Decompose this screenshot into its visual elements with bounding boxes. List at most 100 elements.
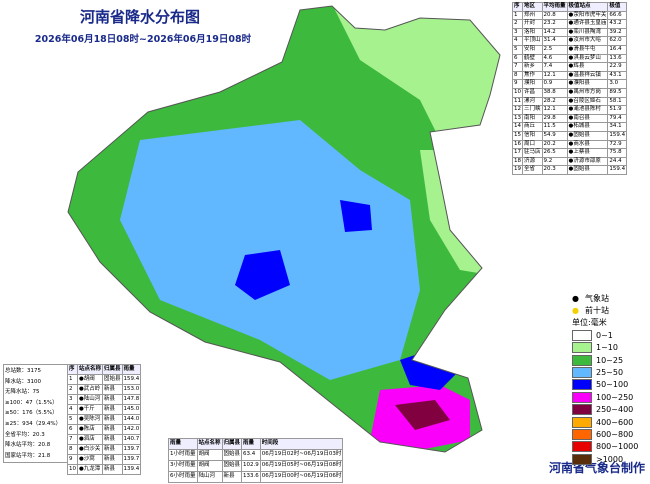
table-cell: 39.2 — [607, 27, 628, 38]
table-cell: 38.8 — [541, 87, 568, 98]
table-cell: 43.2 — [607, 19, 628, 29]
legend-swatch — [572, 367, 592, 379]
table-cell: 6 — [512, 53, 523, 64]
table-cell: 66.6 — [607, 10, 628, 21]
table-cell: 新县 — [102, 454, 123, 465]
table-cell: 34.1 — [607, 122, 628, 132]
table-row: 9 濮阳 0.9 ●濮阳县 3.0 — [512, 79, 628, 89]
legend-swatch — [572, 354, 592, 366]
table-cell: 信阳 — [522, 130, 543, 141]
header-cell: 极值站点 — [566, 2, 609, 12]
table-cell: 11.5 — [541, 122, 568, 132]
table-cell: 15 — [512, 130, 523, 141]
legend-top: ● 前十站 — [572, 304, 648, 316]
legend-label: >1000 — [596, 454, 624, 464]
stat-line: 总站数：3175 — [5, 368, 41, 374]
table-row: 6 ●陈店 新县 142.0 — [67, 424, 142, 435]
header-cell: 雨量 — [168, 438, 198, 450]
table-cell: 2 — [512, 19, 523, 29]
table-cell: ●固始县 — [566, 165, 609, 175]
legend-item: 250~400 — [572, 404, 648, 416]
table-cell: 12.1 — [541, 70, 568, 81]
table-cell: 153.0 — [121, 384, 142, 395]
table-cell: 159.4 — [607, 130, 628, 141]
table-cell: 22.9 — [607, 62, 628, 72]
region-table: 序地区 平均雨量 极值站点 极值 1 郑州 20.8 ●荥阳市虎牢关 66.6 2 开封 23.2 ●通… — [512, 2, 628, 175]
table-cell: 6 — [67, 424, 78, 435]
table-cell: ●陈店 — [76, 424, 104, 435]
table-cell: 6小时雨量 — [168, 471, 198, 483]
header-row: 序站点名称 归属县 雨量 — [67, 364, 142, 375]
table-cell: 133.6 — [241, 471, 261, 483]
table-row: 1小时雨量 胡阀 固始县 63.4 06月19日02时~06月19日03时 — [168, 449, 344, 461]
table-cell: 胡阀 — [196, 449, 223, 461]
table-cell: 0.9 — [541, 79, 568, 89]
table-row: 17 驻马店 26.5 ●上蔡县 75.8 — [512, 148, 628, 158]
header-cell: 序 — [67, 364, 78, 375]
table-cell: ●通许县玉皇庙 — [566, 19, 609, 29]
table-cell: 7.4 — [541, 62, 568, 72]
table-cell: 3 — [512, 27, 523, 38]
header-cell: 序 — [512, 2, 523, 12]
legend-swatch — [572, 416, 592, 428]
table-cell: 安阳 — [522, 44, 543, 55]
legend-item: 10~25 — [572, 354, 648, 366]
table-cell: 16 — [512, 139, 523, 150]
table-cell: ●武占岭 — [76, 384, 104, 395]
table-cell: 06月19日05时~06月19日08时 — [259, 460, 344, 472]
table-cell: 周口 — [522, 139, 543, 150]
table-cell: 8 — [512, 70, 523, 81]
stat-line: 国家站平均：21.8 — [5, 452, 51, 459]
legend-item: 50~100 — [572, 379, 648, 391]
legend-item: 100~250 — [572, 391, 648, 403]
table-cell: 4 — [512, 36, 523, 46]
table-cell: 3小时雨量 — [168, 460, 198, 472]
table-cell: 10 — [67, 464, 78, 475]
table-cell: 3.0 — [607, 79, 628, 89]
table-cell: 2.5 — [541, 44, 568, 55]
legend-label: 1~10 — [596, 343, 618, 353]
table-cell: 新县 — [102, 404, 123, 415]
table-cell: 145.0 — [121, 404, 142, 415]
legend-text: 前十站 — [584, 306, 609, 316]
table-cell: 20.2 — [541, 139, 568, 150]
table-cell: 鹤壁 — [522, 53, 543, 64]
header-cell: 雨量 — [121, 364, 142, 375]
legend-label: 50~100 — [596, 380, 629, 390]
table-cell: 固始县 — [221, 460, 243, 472]
table-cell: 31.4 — [541, 36, 568, 46]
table-row: 3 ●陆山河 新县 147.8 — [67, 394, 142, 405]
table-cell: 新县 — [102, 394, 123, 405]
table-row: 10 许昌 38.8 ●禹州市方岗 89.5 — [512, 87, 628, 98]
table-cell: 139.4 — [121, 464, 142, 475]
table-cell: ●千斤 — [76, 404, 104, 415]
table-cell: 17 — [512, 148, 523, 158]
legend-item: 25~50 — [572, 366, 648, 379]
table-cell: ●吴陈河 — [76, 414, 104, 425]
table-row: 3小时雨量 胡阀 固始县 102.9 06月19日05时~06月19日08时 — [168, 460, 344, 472]
table-cell: 24.4 — [607, 156, 628, 167]
table-cell: 全省 — [522, 165, 543, 175]
table-cell: 29.8 — [541, 113, 568, 124]
table-cell: ●陆山河 — [76, 394, 104, 405]
table-cell: 1小时雨量 — [168, 449, 198, 461]
table-row: 6小时雨量 陆山河 新县 133.6 06月19日00时~06月19日06时 — [168, 471, 344, 483]
table-cell: 平顶山 — [522, 36, 543, 46]
table-cell: 06月19日02时~06月19日03时 — [259, 449, 344, 461]
table-cell: 140.7 — [121, 434, 142, 445]
table-cell: 20.3 — [541, 165, 568, 175]
table-cell: 79.4 — [607, 113, 628, 124]
table-cell: ●泗店 — [76, 434, 104, 445]
table-cell: 新县 — [102, 414, 123, 425]
legend-label: 800~1000 — [596, 442, 639, 452]
table-cell: 11 — [512, 96, 523, 107]
table-row: 8 ●白沙关 新县 139.7 — [67, 444, 142, 455]
stat-line: ≥25：934（29.4%） — [5, 420, 62, 427]
table-cell: 新县 — [102, 444, 123, 455]
table-row: 4 平顶山 31.4 ●汝州市大峪 62.0 — [512, 36, 628, 46]
table-cell: ●辉县 — [566, 62, 609, 72]
table-cell: 14.2 — [541, 27, 568, 38]
table-cell: 济源 — [522, 156, 543, 167]
table-cell: 102.9 — [241, 460, 261, 472]
